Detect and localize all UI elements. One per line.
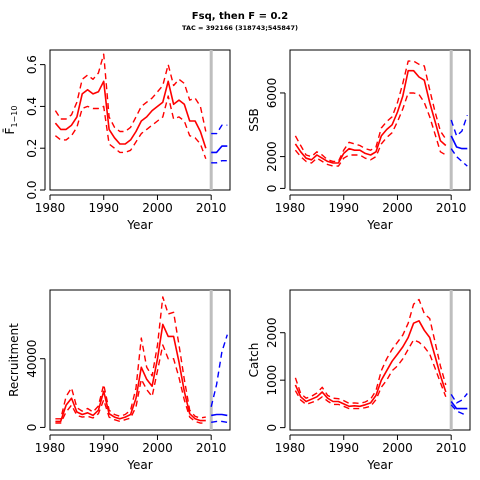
x-tick-label: 2010 <box>436 201 467 215</box>
series-red-lower <box>294 92 447 167</box>
plot-frame <box>289 49 471 191</box>
x-tick-label: 2000 <box>142 441 173 455</box>
plot-frame <box>49 49 231 191</box>
y-tick-label: 2000 <box>265 317 279 348</box>
y-tick-label: 0.2 <box>25 139 39 158</box>
x-tick-label: 1990 <box>88 441 119 455</box>
series-blue-median <box>211 413 228 417</box>
series-red-median <box>294 69 447 164</box>
series-red-upper <box>294 298 447 405</box>
y-tick-label: 1000 <box>265 365 279 396</box>
y-tick-label: 40000 <box>25 340 39 378</box>
y-tick-label: 6000 <box>265 78 279 109</box>
y-tick-label: 2000 <box>265 141 279 172</box>
y-axis-label-subscript: 1−10 <box>10 106 19 128</box>
series-blue-lower <box>450 404 468 417</box>
series-blue-median <box>450 135 468 150</box>
y-axis-label: Catch <box>247 343 261 378</box>
x-tick-label: 1990 <box>88 201 119 215</box>
panel-ssb: 1980 1990 2000 2010 Year 0 2000 6000 SSB <box>247 49 471 232</box>
x-tick-label: 1990 <box>328 441 359 455</box>
x-axis-label: Year <box>366 218 392 232</box>
series-red-lower <box>54 95 207 159</box>
x-tick-label: 1990 <box>328 201 359 215</box>
y-axis-label: SSB <box>247 108 261 131</box>
panel-catch: 1980 1990 2000 2010 Year 0 1000 2000 Catch <box>247 289 471 472</box>
x-tick-label: 1980 <box>35 201 66 215</box>
plot-frame <box>49 289 231 431</box>
series-blue-median <box>450 401 468 410</box>
plot-frame <box>289 289 471 431</box>
x-tick-label: 2000 <box>142 201 173 215</box>
series-red-upper <box>54 53 207 133</box>
series-blue-upper <box>211 124 228 135</box>
series-red-median <box>294 319 447 408</box>
y-tick-label: 0.4 <box>25 97 39 116</box>
x-tick-label: 2010 <box>436 441 467 455</box>
series-blue-lower <box>450 148 468 167</box>
y-tick-label: 0 <box>25 424 39 432</box>
series-red-upper <box>294 60 447 163</box>
series-blue-upper <box>450 114 468 137</box>
x-axis-label: Year <box>126 458 152 472</box>
x-tick-label: 1980 <box>35 441 66 455</box>
figure-title: Fsq, then F = 0.2 <box>191 11 289 22</box>
panel-f-bar: 1980 1990 2000 2010 Year 0.0 0.2 0.4 0.6 F̄1−10 <box>3 49 231 232</box>
series-red-lower <box>294 339 447 410</box>
series-blue-upper <box>210 334 228 407</box>
figure-subtitle: TAC = 392166 (318743;545847) <box>182 24 298 32</box>
series-blue-lower <box>211 420 228 423</box>
series-blue-median <box>211 145 228 154</box>
x-axis-label: Year <box>126 218 152 232</box>
x-tick-label: 2000 <box>382 201 413 215</box>
y-tick-label: 0.6 <box>25 55 39 74</box>
series-red-median <box>54 80 207 149</box>
y-axis-label: Recruitment <box>7 323 21 397</box>
y-tick-label: 0.0 <box>25 180 39 199</box>
series-blue-lower <box>211 159 228 164</box>
y-tick-label: 0 <box>265 185 279 193</box>
y-tick-label: 0 <box>265 424 279 432</box>
series-red-median <box>55 323 206 423</box>
x-tick-label: 2000 <box>382 441 413 455</box>
panel-recruitment: 1980 1990 2000 2010 Year 0 40000 Recruitment <box>7 289 231 472</box>
x-tick-label: 2010 <box>196 201 227 215</box>
x-axis-label: Year <box>366 458 392 472</box>
x-tick-label: 1980 <box>275 441 306 455</box>
series-blue-upper <box>450 393 468 404</box>
series-red-lower <box>55 344 206 424</box>
x-tick-label: 2010 <box>196 441 227 455</box>
y-axis-label: F̄1−10 <box>3 106 19 135</box>
x-tick-label: 1980 <box>275 201 306 215</box>
series-red-upper <box>55 296 206 420</box>
